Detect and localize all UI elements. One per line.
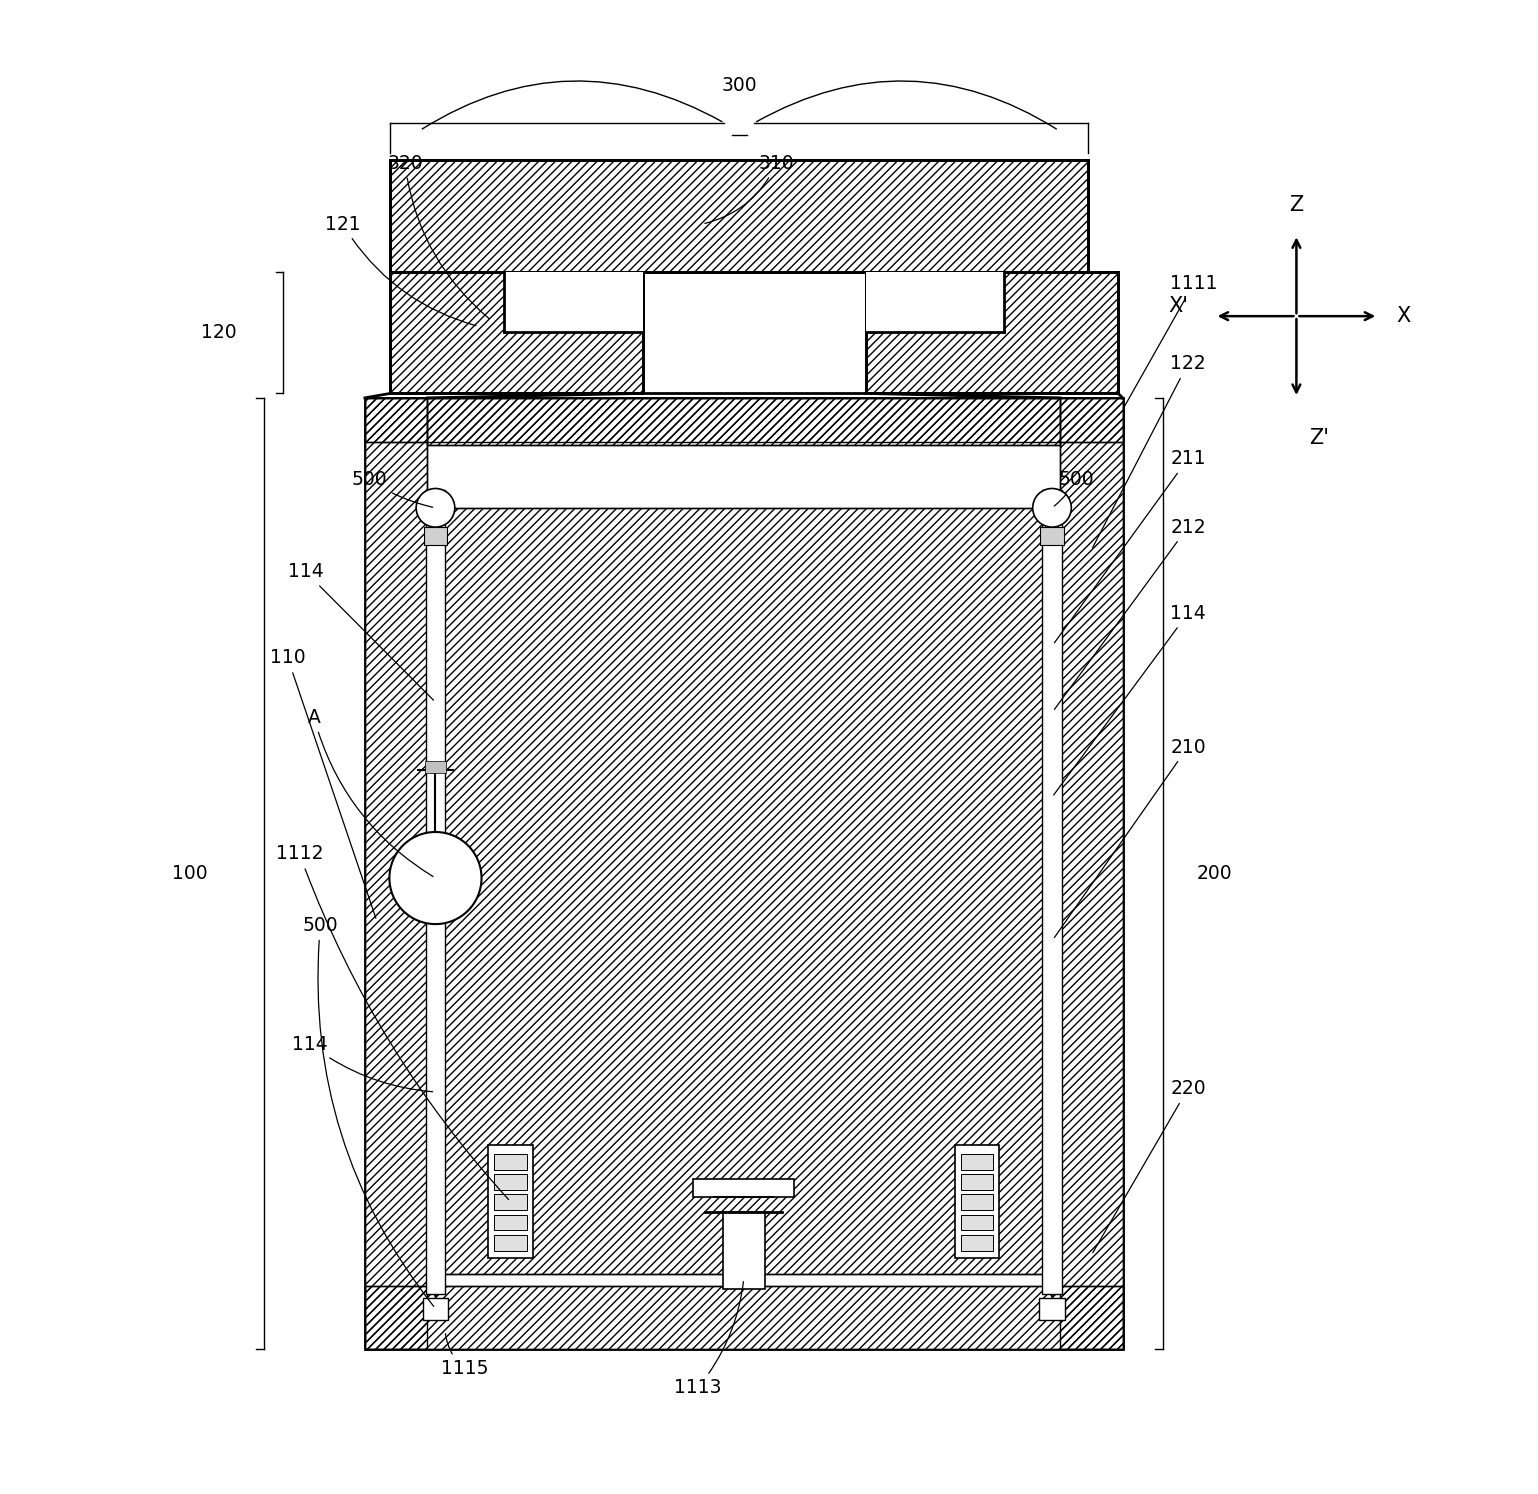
Bar — [494, 1215, 528, 1231]
Bar — [391, 160, 1089, 272]
Bar — [440, 508, 1049, 1274]
Bar — [961, 1236, 994, 1250]
Bar — [1040, 527, 1064, 545]
Text: 120: 120 — [201, 323, 237, 342]
Circle shape — [417, 489, 455, 527]
Bar — [961, 1153, 994, 1170]
Bar — [391, 272, 643, 393]
Bar — [955, 1146, 1000, 1258]
Bar — [1060, 397, 1123, 1349]
Bar — [866, 272, 1004, 333]
Bar — [365, 397, 428, 1349]
Bar — [961, 1215, 994, 1231]
Bar — [494, 1195, 528, 1210]
Text: 1115: 1115 — [441, 1334, 488, 1377]
Bar — [424, 760, 446, 772]
Text: 500: 500 — [1054, 471, 1095, 506]
Text: 220: 220 — [1094, 1079, 1206, 1252]
Text: 121: 121 — [325, 215, 475, 326]
Text: 212: 212 — [1055, 517, 1206, 710]
Text: 114: 114 — [288, 562, 434, 701]
Text: 500: 500 — [303, 916, 434, 1306]
Bar — [428, 397, 1060, 445]
Text: 1111: 1111 — [1124, 273, 1218, 408]
Text: 200: 200 — [1197, 864, 1232, 883]
Bar — [961, 1195, 994, 1210]
Bar — [365, 1286, 1123, 1349]
Bar — [428, 397, 1060, 445]
Circle shape — [389, 832, 481, 925]
Bar — [365, 397, 1123, 442]
Bar — [494, 1236, 528, 1250]
Text: 110: 110 — [269, 648, 375, 919]
Text: 500: 500 — [352, 471, 432, 508]
Text: 114: 114 — [1054, 604, 1206, 795]
Bar — [365, 397, 428, 1349]
Text: 122: 122 — [1092, 354, 1206, 547]
Text: X': X' — [1167, 296, 1187, 315]
Text: 1113: 1113 — [674, 1282, 743, 1397]
Bar — [723, 1212, 764, 1289]
Bar — [365, 397, 1123, 442]
Text: 300: 300 — [721, 76, 757, 96]
Bar — [365, 397, 1123, 1349]
Bar — [440, 508, 1049, 1274]
Text: 1112: 1112 — [275, 844, 509, 1200]
Bar — [426, 490, 444, 1294]
Text: 114: 114 — [292, 1035, 432, 1092]
Text: 100: 100 — [172, 864, 208, 883]
Bar — [1060, 397, 1123, 1349]
Bar — [866, 272, 1118, 393]
Bar — [961, 1174, 994, 1191]
Bar — [423, 527, 448, 545]
Bar — [494, 1174, 528, 1191]
Text: Z: Z — [1289, 196, 1304, 215]
Bar — [391, 160, 1089, 272]
Text: 320: 320 — [388, 154, 489, 318]
Bar — [1040, 1298, 1064, 1321]
Bar — [1043, 490, 1061, 1294]
Bar — [494, 1153, 528, 1170]
Bar — [866, 272, 1118, 393]
Bar — [365, 1286, 1123, 1349]
Bar — [391, 272, 643, 393]
Bar — [423, 1298, 448, 1321]
Text: A: A — [308, 708, 434, 877]
Bar — [694, 1179, 794, 1197]
Text: X: X — [1397, 306, 1410, 326]
Bar — [504, 272, 643, 333]
Text: Z': Z' — [1309, 427, 1329, 448]
Text: 310: 310 — [704, 154, 794, 224]
Text: 211: 211 — [1055, 450, 1206, 642]
Bar — [488, 1146, 532, 1258]
Text: 210: 210 — [1055, 738, 1206, 938]
Circle shape — [1032, 489, 1072, 527]
